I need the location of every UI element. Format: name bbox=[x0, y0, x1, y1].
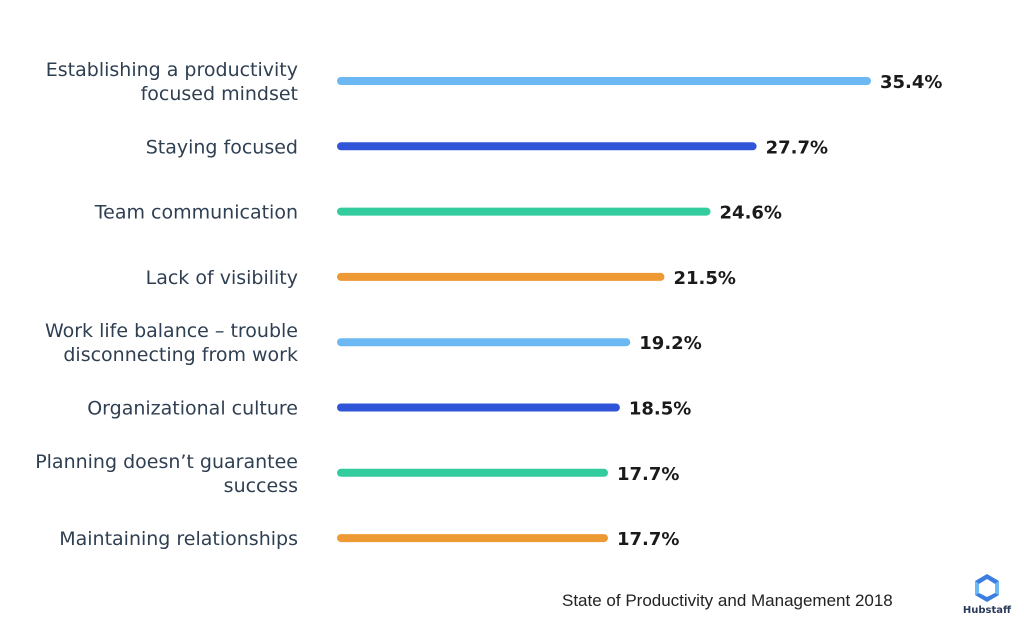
value-label: 24.6% bbox=[720, 203, 782, 224]
hubstaff-logo-icon bbox=[975, 574, 999, 602]
category-label: Team communication bbox=[94, 202, 298, 224]
value-label: 17.7% bbox=[617, 464, 679, 485]
category-label: Lack of visibility bbox=[146, 267, 298, 289]
value-label: 18.5% bbox=[629, 399, 691, 420]
category-label: Staying focused bbox=[146, 136, 298, 158]
value-label: 19.2% bbox=[639, 333, 701, 354]
value-label: 35.4% bbox=[880, 72, 942, 93]
value-label: 17.7% bbox=[617, 529, 679, 550]
category-label: Maintaining relationships bbox=[59, 528, 298, 550]
value-label: 21.5% bbox=[673, 268, 735, 289]
value-label: 27.7% bbox=[766, 137, 828, 158]
source-caption: State of Productivity and Management 201… bbox=[562, 591, 893, 610]
category-label: Establishing a productivity focused minds… bbox=[46, 59, 298, 105]
category-label: Planning doesn’t guarantee success bbox=[35, 451, 298, 497]
hubstaff-logo: Hubstaff bbox=[960, 572, 1014, 618]
logo-text: Hubstaff bbox=[962, 605, 1012, 616]
category-label: Work life balance – trouble disconnecting… bbox=[45, 320, 298, 366]
category-label: Organizational culture bbox=[87, 398, 298, 420]
